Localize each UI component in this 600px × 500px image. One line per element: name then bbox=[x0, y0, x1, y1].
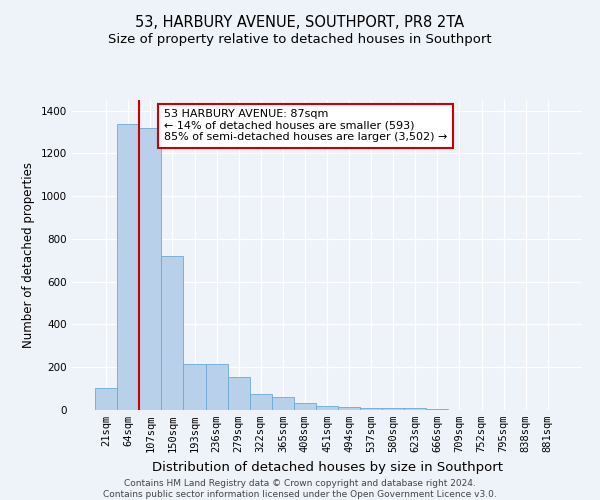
Text: 53 HARBURY AVENUE: 87sqm
← 14% of detached houses are smaller (593)
85% of semi-: 53 HARBURY AVENUE: 87sqm ← 14% of detach… bbox=[164, 110, 447, 142]
Text: Size of property relative to detached houses in Southport: Size of property relative to detached ho… bbox=[108, 32, 492, 46]
Bar bbox=[95, 388, 117, 410]
Text: Contains HM Land Registry data © Crown copyright and database right 2024.: Contains HM Land Registry data © Crown c… bbox=[124, 478, 476, 488]
Text: Contains public sector information licensed under the Open Government Licence v3: Contains public sector information licen… bbox=[103, 490, 497, 499]
Bar bbox=[272, 397, 294, 410]
Bar bbox=[294, 402, 316, 410]
Bar bbox=[250, 394, 272, 410]
Bar bbox=[139, 128, 161, 410]
Bar bbox=[161, 256, 184, 410]
Y-axis label: Number of detached properties: Number of detached properties bbox=[22, 162, 35, 348]
Bar bbox=[404, 408, 427, 410]
Bar bbox=[206, 364, 227, 410]
Bar bbox=[360, 408, 382, 410]
Bar bbox=[184, 364, 206, 410]
Text: 53, HARBURY AVENUE, SOUTHPORT, PR8 2TA: 53, HARBURY AVENUE, SOUTHPORT, PR8 2TA bbox=[136, 15, 464, 30]
Bar bbox=[117, 124, 139, 410]
Bar bbox=[316, 406, 338, 410]
X-axis label: Distribution of detached houses by size in Southport: Distribution of detached houses by size … bbox=[151, 460, 503, 473]
Bar bbox=[382, 408, 404, 410]
Bar bbox=[338, 407, 360, 410]
Bar bbox=[227, 377, 250, 410]
